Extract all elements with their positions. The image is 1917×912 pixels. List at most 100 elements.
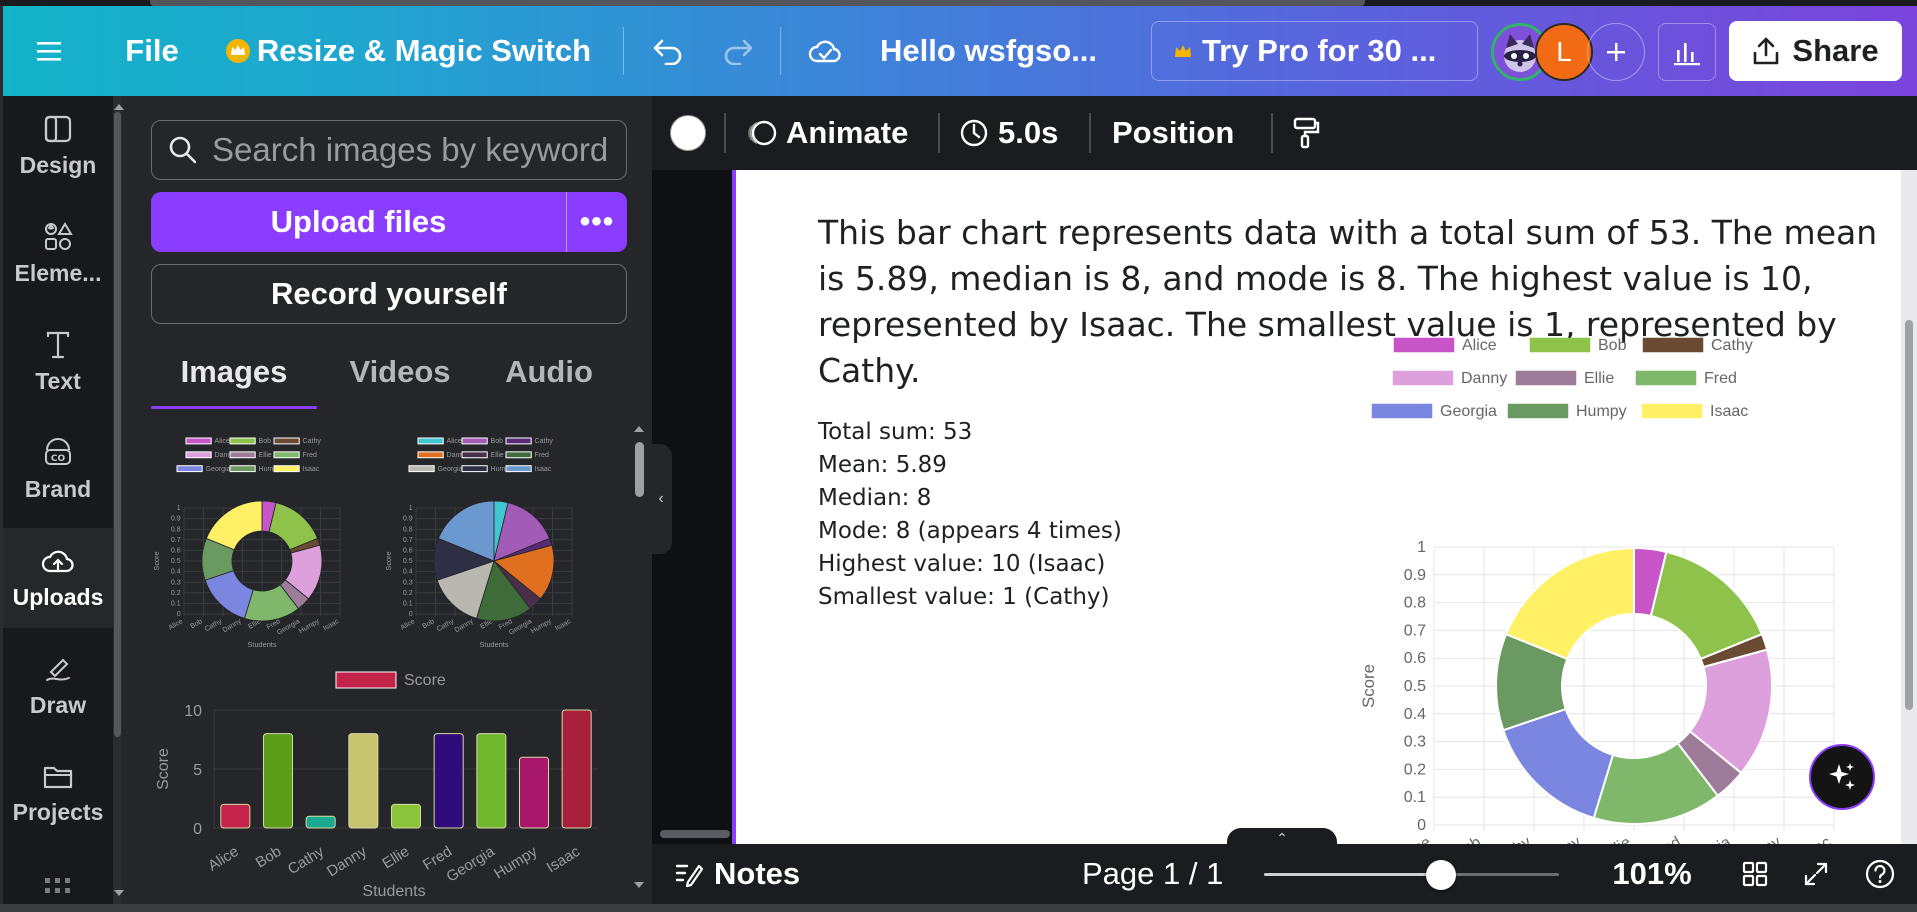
menu-button[interactable] <box>21 23 77 79</box>
y-tick-label: 0.2 <box>171 590 181 597</box>
user-avatar[interactable]: L <box>1535 23 1593 81</box>
position-label: Position <box>1112 115 1235 150</box>
rail-item-uploads[interactable]: Uploads <box>3 528 113 628</box>
upload-thumbnail-bar[interactable]: Score 10 5 0 Alice Bob Cathy Danny Ellie Fred Geor… <box>150 666 620 902</box>
x-tick-label: Fred <box>1647 834 1684 844</box>
folder-icon <box>43 766 73 788</box>
rail-item-design[interactable]: Design <box>3 96 113 196</box>
canvas-vertical-scrollbar-thumb[interactable] <box>1905 320 1913 710</box>
legend-swatch <box>1392 370 1454 386</box>
color-swatch-button[interactable] <box>670 115 706 151</box>
legend-label: Georgia <box>206 466 231 473</box>
search-input[interactable] <box>212 131 612 169</box>
duration-label: 5.0s <box>998 115 1059 150</box>
page-indicator[interactable]: Page 1 / 1 <box>1082 852 1223 896</box>
panel-scrollbar-thumb[interactable] <box>635 442 644 497</box>
share-button[interactable]: Share <box>1729 21 1902 81</box>
tab-audio[interactable]: Audio <box>471 336 627 408</box>
help-button[interactable] <box>1862 856 1898 892</box>
search-box[interactable] <box>151 120 627 180</box>
y-tick-label: 0.5 <box>403 558 413 565</box>
y-tick-label: 0.6 <box>1404 650 1426 667</box>
rail-item-label: Projects <box>12 798 104 825</box>
x-tick-label: Bob <box>421 618 435 630</box>
legend-label: Ellie <box>491 452 504 459</box>
duration-button[interactable]: 5.0s <box>958 108 1058 158</box>
legend-swatch <box>273 465 300 473</box>
resize-magic-switch-button[interactable]: Resize & Magic Switch <box>213 23 603 79</box>
legend-label: Ellie <box>259 452 272 459</box>
legend-swatch <box>505 437 532 445</box>
tab-images[interactable]: Images <box>151 336 317 408</box>
collapse-panel-button[interactable]: ‹ <box>650 444 672 554</box>
crown-icon <box>225 39 250 63</box>
scroll-up-icon[interactable] <box>633 424 645 434</box>
upload-thumbnail-pie[interactable]: Alice Bob Cathy Danny Ellie Fred Georgia Humpy I… <box>382 432 606 652</box>
rail-scrollbar-thumb[interactable] <box>114 112 121 737</box>
legend-label: Bob <box>259 438 272 445</box>
legend-label: Humpy <box>491 466 514 473</box>
share-label: Share <box>1792 33 1879 68</box>
file-menu-button[interactable]: File <box>111 23 193 79</box>
zoom-slider[interactable] <box>1264 860 1559 890</box>
x-tick-label: Danny <box>1535 834 1584 844</box>
zoom-level[interactable]: 101% <box>1597 852 1707 896</box>
magic-assistant-button[interactable] <box>1809 744 1875 810</box>
stats-list[interactable]: Total sum: 53 Mean: 5.89 Median: 8 Mode:… <box>818 416 1122 614</box>
upload-thumbnail-donut[interactable]: Alice Bob Cathy Danny Ellie Fred Georgia Humpy I… <box>150 432 374 652</box>
rail-scroll-up-icon[interactable] <box>113 102 125 112</box>
rail-item-elements[interactable]: Eleme... <box>3 204 113 304</box>
add-collaborator-button[interactable] <box>1587 23 1645 81</box>
apps-dots-icon[interactable] <box>43 874 73 898</box>
animate-button[interactable]: Animate <box>744 108 908 158</box>
canvas-horizontal-scrollbar-thumb[interactable] <box>660 830 730 838</box>
rail-item-projects[interactable]: Projects <box>3 744 113 844</box>
redo-button[interactable] <box>713 23 763 79</box>
undo-button[interactable] <box>643 23 693 79</box>
y-axis-label: Score <box>384 551 393 570</box>
copy-style-button[interactable] <box>1284 111 1328 155</box>
x-tick-label: Bob <box>1451 834 1484 844</box>
x-tick-label: Isaac <box>1792 834 1834 844</box>
position-button[interactable]: Position <box>1112 108 1234 158</box>
save-status-button[interactable] <box>800 23 850 79</box>
design-page[interactable]: This bar chart represents data with a to… <box>736 170 1902 844</box>
tab-videos[interactable]: Videos <box>317 336 483 408</box>
rail-item-brand[interactable]: CO Brand <box>3 420 113 520</box>
x-tick-label: Bob <box>253 843 285 872</box>
canvas-vertical-scrollbar[interactable] <box>1901 170 1917 844</box>
search-icon <box>169 136 197 164</box>
document-title[interactable]: Hello wsfgso... <box>880 23 1120 79</box>
browser-tab[interactable] <box>150 0 1365 6</box>
grid-view-button[interactable] <box>1737 856 1773 892</box>
rail-scrollbar[interactable] <box>112 98 122 738</box>
x-tick-label: Cathy <box>204 618 224 633</box>
legend-swatch <box>461 437 488 445</box>
legend-label: Bob <box>1598 337 1627 354</box>
rail-item-draw[interactable]: Draw <box>3 636 113 736</box>
scroll-down-icon[interactable] <box>633 880 645 890</box>
page-drawer-handle[interactable]: ⌃ <box>1227 828 1337 848</box>
panel-scrollbar[interactable] <box>633 420 645 890</box>
y-tick-label: 0 <box>409 611 413 618</box>
zoom-slider-knob[interactable] <box>1426 860 1456 890</box>
editor-area: Animate 5.0s Position This bar chart rep… <box>652 96 1917 904</box>
page-selection-edge <box>732 170 736 844</box>
notes-button[interactable]: Notes <box>674 852 800 896</box>
legend-swatch <box>505 465 532 473</box>
legend-label: Fred <box>1704 370 1737 387</box>
upload-files-button[interactable]: Upload files <box>151 192 567 252</box>
x-tick-label: Danny <box>454 618 475 634</box>
record-yourself-button[interactable]: Record yourself <box>151 264 627 324</box>
rail-item-text[interactable]: Text <box>3 312 113 412</box>
insights-button[interactable] <box>1658 23 1716 81</box>
chart-description-text[interactable]: This bar chart represents data with a to… <box>818 213 1878 390</box>
collaborator-avatar[interactable] <box>1491 23 1549 81</box>
active-tab-indicator <box>151 406 317 409</box>
fullscreen-button[interactable] <box>1798 856 1834 892</box>
try-pro-button[interactable]: Try Pro for 30 ... <box>1151 21 1478 81</box>
rail-scroll-down-icon[interactable] <box>113 888 125 898</box>
upload-more-button[interactable]: ••• <box>567 192 627 252</box>
legend-swatch <box>1515 370 1577 386</box>
